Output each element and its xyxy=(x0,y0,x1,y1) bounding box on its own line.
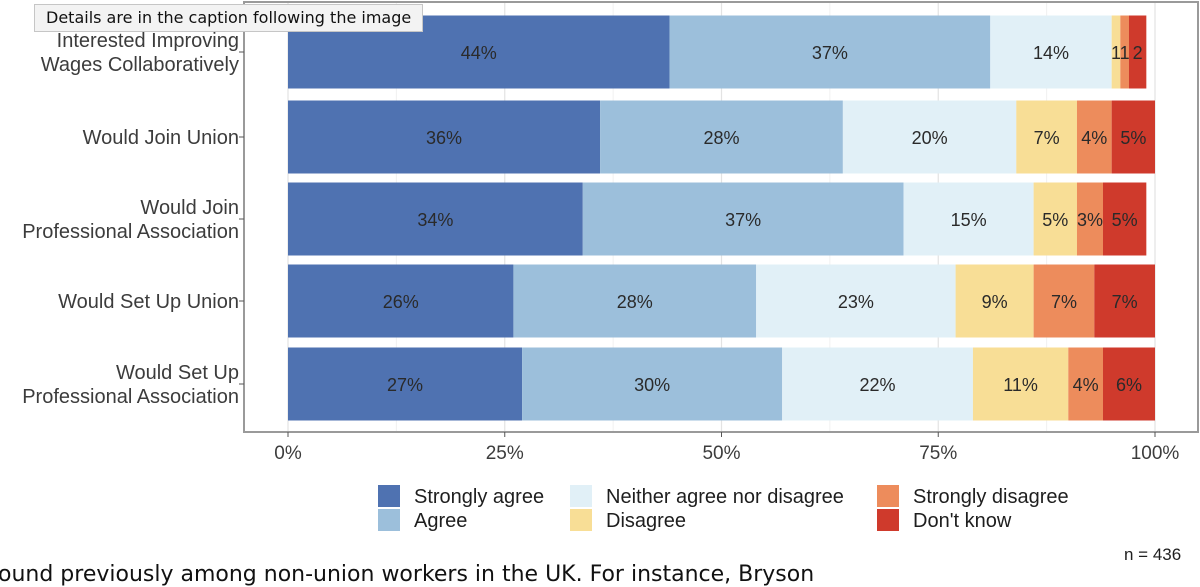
data-label-strongly-disagree-2: 4% xyxy=(1081,128,1107,148)
data-label-agree-3: 37% xyxy=(725,210,761,230)
data-label-agree-5: 30% xyxy=(634,375,670,395)
bar-segment-disagree-3 xyxy=(1033,182,1077,256)
data-label-strongly-disagree-3: 3% xyxy=(1077,210,1103,230)
data-label-strongly-agree-1: 44% xyxy=(461,43,497,63)
data-label-neither-agree-nor-disagree-3: 15% xyxy=(951,210,987,230)
data-label-don-t-know-2: 5% xyxy=(1120,128,1146,148)
data-label-don-t-know-5: 6% xyxy=(1116,375,1142,395)
y-tick-label: Professional Association xyxy=(22,221,239,243)
bar-segment-neither-agree-nor-disagree-4 xyxy=(756,264,956,338)
bar-segment-disagree-5 xyxy=(972,347,1069,421)
bar-segment-strongly-agree-3 xyxy=(288,182,583,256)
bar-segment-strongly-agree-2 xyxy=(288,100,601,174)
data-label-neither-agree-nor-disagree-4: 23% xyxy=(838,292,874,312)
data-label-don-t-know-3: 5% xyxy=(1112,210,1138,230)
data-label-disagree-3: 5% xyxy=(1042,210,1068,230)
y-tick-label: Would Set Up Union xyxy=(58,291,239,313)
bar-segment-disagree-1 xyxy=(1111,15,1121,89)
legend-swatch-strongly-disagree xyxy=(877,485,899,507)
x-tick-label: 0% xyxy=(274,443,302,464)
bar-segment-agree-1 xyxy=(669,15,991,89)
bar-segment-neither-agree-nor-disagree-2 xyxy=(842,100,1017,174)
bar-segment-strongly-disagree-2 xyxy=(1076,100,1112,174)
bar-segment-don-t-know-2 xyxy=(1111,100,1155,174)
data-label-disagree-5: 11% xyxy=(1003,375,1038,395)
data-label-strongly-agree-5: 27% xyxy=(387,375,423,395)
data-label-neither-agree-nor-disagree-2: 20% xyxy=(912,128,948,148)
y-tick-label: Would Join xyxy=(140,197,239,219)
bar-segment-agree-4 xyxy=(513,264,757,338)
data-label-neither-agree-nor-disagree-5: 22% xyxy=(860,375,896,395)
sample-size-annotation: n = 436 xyxy=(1124,545,1181,564)
caption-tooltip: Details are in the caption following the… xyxy=(34,4,424,32)
bar-segment-neither-agree-nor-disagree-3 xyxy=(903,182,1034,256)
y-tick-label: Would Join Union xyxy=(83,127,239,149)
y-tick-label: Wages Collaboratively xyxy=(41,54,239,76)
bar-segment-strongly-disagree-1 xyxy=(1120,15,1129,89)
legend-label-strongly-disagree: Strongly disagree xyxy=(913,486,1069,508)
caption-text: ound previously among non-union workers … xyxy=(0,562,815,587)
bar-segment-disagree-4 xyxy=(955,264,1034,338)
legend-swatch-disagree xyxy=(570,509,592,531)
data-label-disagree-4: 9% xyxy=(982,292,1008,312)
bar-segment-agree-2 xyxy=(600,100,843,174)
data-label-strongly-disagree-5: 4% xyxy=(1073,375,1099,395)
legend-label-agree: Agree xyxy=(414,510,467,532)
data-label-agree-4: 28% xyxy=(617,292,653,312)
legend-label-strongly-agree: Strongly agree xyxy=(414,486,544,508)
data-label-neither-agree-nor-disagree-1: 14% xyxy=(1033,43,1069,63)
bar-segment-strongly-agree-4 xyxy=(288,264,514,338)
data-label-disagree-2: 7% xyxy=(1034,128,1060,148)
legend-swatch-agree xyxy=(378,509,400,531)
x-tick-label: 50% xyxy=(702,443,740,464)
bar-segment-agree-5 xyxy=(522,347,783,421)
y-tick-label: Would Set Up xyxy=(116,362,239,384)
legend-label-don-t-know: Don't know xyxy=(913,510,1012,532)
data-label-strongly-agree-4: 26% xyxy=(383,292,419,312)
data-label-strongly-agree-2: 36% xyxy=(426,128,462,148)
data-label-disagree-1: 1 xyxy=(1111,43,1121,63)
x-tick-label: 25% xyxy=(486,443,524,464)
bar-segment-neither-agree-nor-disagree-5 xyxy=(782,347,973,421)
bar-segment-strongly-disagree-5 xyxy=(1068,347,1103,421)
x-tick-label: 75% xyxy=(919,443,957,464)
legend-swatch-strongly-agree xyxy=(378,485,400,507)
y-tick-label: Interested Improving xyxy=(57,30,239,52)
bar-segment-don-t-know-3 xyxy=(1102,182,1147,256)
data-label-don-t-know-1: 2 xyxy=(1133,43,1143,63)
bar-segment-agree-3 xyxy=(582,182,904,256)
legend-swatch-don-t-know xyxy=(877,509,899,531)
bar-segment-don-t-know-5 xyxy=(1102,347,1155,421)
bar-segment-don-t-know-1 xyxy=(1128,15,1147,89)
bar-segment-disagree-2 xyxy=(1016,100,1077,174)
bar-segment-strongly-disagree-3 xyxy=(1076,182,1103,256)
bar-segment-strongly-agree-5 xyxy=(288,347,523,421)
legend-label-disagree: Disagree xyxy=(606,510,686,532)
data-label-agree-2: 28% xyxy=(703,128,739,148)
bar-segment-strongly-disagree-4 xyxy=(1033,264,1095,338)
legend-swatch-neither-agree-nor-disagree xyxy=(570,485,592,507)
y-tick-label: Professional Association xyxy=(22,386,239,408)
x-tick-label: 100% xyxy=(1131,443,1180,464)
data-label-don-t-know-4: 7% xyxy=(1112,292,1138,312)
legend-label-neither-agree-nor-disagree: Neither agree nor disagree xyxy=(606,486,844,508)
data-label-strongly-agree-3: 34% xyxy=(417,210,453,230)
data-label-strongly-disagree-1: 1 xyxy=(1120,43,1130,63)
data-label-strongly-disagree-4: 7% xyxy=(1051,292,1077,312)
bar-segment-don-t-know-4 xyxy=(1094,264,1155,338)
data-label-agree-1: 37% xyxy=(812,43,848,63)
bar-segment-neither-agree-nor-disagree-1 xyxy=(990,15,1112,89)
